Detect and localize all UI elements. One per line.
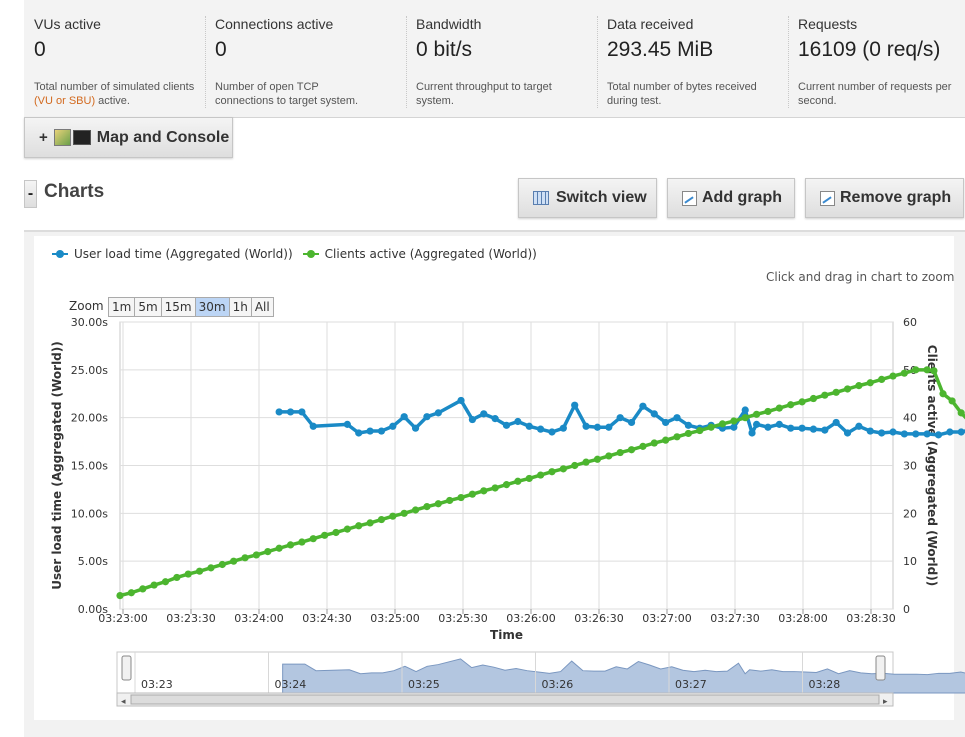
collapse-charts-button[interactable]: - bbox=[24, 180, 37, 208]
stat-label: Bandwidth bbox=[416, 16, 482, 32]
zoom-15m-button[interactable]: 15m bbox=[161, 298, 196, 316]
expand-toggle: + bbox=[39, 129, 48, 146]
stat-value: 0 bit/s bbox=[416, 38, 473, 61]
map-and-console-button[interactable]: + Map and Console bbox=[24, 117, 233, 158]
stat-value: 16109 (0 req/s) bbox=[798, 38, 941, 61]
stats-bar: VUs active 0 Total number of simulated c… bbox=[24, 0, 965, 118]
add-graph-label: Add graph bbox=[702, 189, 782, 206]
console-icon bbox=[72, 130, 91, 145]
charts-title: Charts bbox=[44, 181, 105, 202]
stat-description: Current throughput to target system. bbox=[416, 81, 552, 107]
zoom-30m-button[interactable]: 30m bbox=[195, 298, 230, 316]
stat-value: 0 bbox=[215, 38, 227, 61]
grid-view-icon bbox=[533, 191, 549, 205]
zoom-1m-button[interactable]: 1m bbox=[109, 298, 136, 316]
legend-item-clients[interactable]: Clients active (Aggregated (World)) bbox=[302, 247, 537, 261]
stat-description: Current number of requests per second. bbox=[798, 81, 952, 107]
map-and-console-label: Map and Console bbox=[96, 128, 230, 146]
remove-graph-icon bbox=[820, 190, 835, 206]
legend-item-load-time[interactable]: User load time (Aggregated (World)) bbox=[52, 247, 293, 261]
add-graph-button[interactable]: Add graph bbox=[667, 178, 795, 218]
chart-legend: User load time (Aggregated (World)) Clie… bbox=[52, 247, 547, 261]
stat-label: Requests bbox=[798, 16, 858, 32]
stat-connections-active: Connections active 0 Number of open TCP … bbox=[205, 0, 396, 117]
stat-bandwidth: Bandwidth 0 bit/s Current throughput to … bbox=[406, 0, 597, 117]
stat-value: 0 bbox=[34, 38, 46, 61]
switch-view-label: Switch view bbox=[556, 189, 647, 206]
legend-label: User load time (Aggregated (World)) bbox=[74, 247, 293, 261]
stat-vus-active: VUs active 0 Total number of simulated c… bbox=[24, 0, 205, 117]
stat-label: Connections active bbox=[215, 16, 334, 32]
stat-requests: Requests 16109 (0 req/s) Current number … bbox=[788, 0, 965, 117]
map-icon bbox=[53, 129, 71, 146]
remove-graph-button[interactable]: Remove graph bbox=[805, 178, 964, 218]
stat-data-received: Data received 293.45 MiB Total number of… bbox=[597, 0, 788, 117]
zoom-buttons: 1m 5m 15m 30m 1h All bbox=[108, 297, 274, 317]
stat-label: Data received bbox=[607, 16, 694, 32]
section-divider bbox=[24, 230, 965, 232]
switch-view-button[interactable]: Switch view bbox=[518, 178, 657, 218]
stat-label: VUs active bbox=[34, 16, 101, 32]
zoom-all-button[interactable]: All bbox=[251, 298, 273, 316]
stat-value: 293.45 MiB bbox=[607, 38, 714, 61]
stat-description: Total number of simulated clients (VU or… bbox=[34, 81, 195, 107]
zoom-1h-button[interactable]: 1h bbox=[229, 298, 252, 316]
remove-graph-label: Remove graph bbox=[840, 189, 952, 206]
stat-description: Number of open TCP connections to target… bbox=[215, 81, 359, 107]
zoom-5m-button[interactable]: 5m bbox=[135, 298, 162, 316]
add-graph-icon bbox=[682, 190, 697, 206]
zoom-label: Zoom bbox=[69, 299, 104, 313]
stat-description: Total number of bytes received during te… bbox=[607, 81, 757, 107]
zoom-hint: Click and drag in chart to zoom bbox=[766, 270, 955, 284]
legend-label: Clients active (Aggregated (World)) bbox=[324, 247, 537, 261]
